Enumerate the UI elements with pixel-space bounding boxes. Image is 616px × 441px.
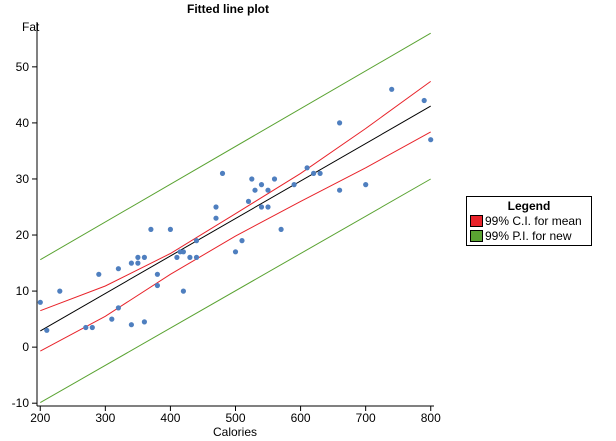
data-point (187, 254, 193, 260)
y-tick-label: -10 (12, 396, 30, 410)
pi-lower-line (40, 178, 431, 404)
data-point (278, 226, 284, 232)
y-tick-label: 20 (16, 228, 30, 242)
y-tick-label: 30 (16, 172, 30, 186)
ci-lower-line (40, 131, 431, 352)
x-tick-label: 700 (356, 411, 376, 425)
y-axis-title: Fat (22, 20, 40, 34)
data-point (115, 305, 121, 311)
data-point (174, 254, 180, 260)
data-point (115, 266, 121, 272)
data-point (337, 187, 343, 193)
data-point (180, 249, 186, 255)
fit-line-group (40, 105, 431, 332)
y-tick-label: 50 (16, 60, 30, 74)
data-point (363, 182, 369, 188)
ci-upper-line (40, 80, 431, 312)
data-point (213, 215, 219, 221)
data-point (317, 170, 323, 176)
chart-title: Fitted line plot (187, 2, 269, 16)
data-point (89, 324, 95, 331)
data-point (128, 322, 134, 328)
data-point (337, 120, 343, 126)
legend-label-pi: 99% P.I. for new (485, 228, 572, 243)
x-axis-title: Calories (213, 425, 257, 439)
data-point (291, 182, 297, 188)
data-point (135, 254, 141, 260)
data-point (141, 319, 147, 325)
data-point (193, 238, 200, 244)
data-point (213, 204, 219, 210)
y-tick-label: 40 (16, 116, 30, 130)
data-point (389, 86, 395, 92)
legend-item-pi: 99% P.I. for new (470, 228, 591, 243)
legend-title: Legend (507, 199, 551, 213)
data-point (258, 182, 265, 188)
data-point (271, 176, 278, 182)
data-point (141, 254, 147, 260)
data-point (109, 316, 115, 322)
fit-line (40, 105, 431, 332)
data-point (265, 204, 271, 210)
data-points (37, 86, 434, 333)
legend-item-ci: 99% C.I. for mean (470, 213, 591, 228)
data-point (265, 187, 271, 193)
x-tick-label: 600 (291, 411, 311, 425)
data-point (154, 282, 160, 289)
data-point (245, 198, 252, 204)
data-point (96, 271, 102, 277)
data-point (128, 260, 134, 266)
data-point (167, 226, 173, 232)
y-tick-label: 10 (16, 284, 30, 298)
legend-swatch-ci (470, 214, 483, 227)
data-point (428, 137, 434, 143)
data-point (193, 254, 200, 260)
data-point (258, 204, 265, 210)
pi-upper-line (40, 32, 431, 261)
data-point (421, 97, 427, 104)
data-point (44, 327, 50, 333)
data-point (304, 165, 310, 171)
legend-swatch-pi (470, 229, 483, 242)
axes: -10 0 10 20 30 40 50 200 300 400 500 600 700 800 (12, 22, 441, 425)
x-tick-label: 200 (30, 411, 50, 425)
x-tick-label: 300 (95, 411, 115, 425)
x-tick-label: 800 (421, 411, 441, 425)
interval-bands (40, 32, 431, 404)
x-tick-label: 500 (225, 411, 245, 425)
data-point (57, 288, 63, 294)
data-point (252, 187, 258, 193)
data-point (311, 170, 317, 176)
data-point (249, 176, 255, 182)
legend: Legend 99% C.I. for mean 99% P.I. for ne… (466, 196, 592, 246)
data-point (135, 260, 141, 266)
x-tick-label: 400 (160, 411, 180, 425)
data-point (154, 271, 160, 277)
data-point (219, 170, 226, 176)
y-tick-label: 0 (22, 340, 29, 354)
data-point (180, 288, 186, 294)
data-point (37, 299, 43, 305)
data-point (239, 238, 245, 244)
legend-label-ci: 99% C.I. for mean (485, 213, 582, 228)
data-point (83, 324, 89, 331)
data-point (232, 249, 239, 255)
data-point (148, 226, 154, 232)
